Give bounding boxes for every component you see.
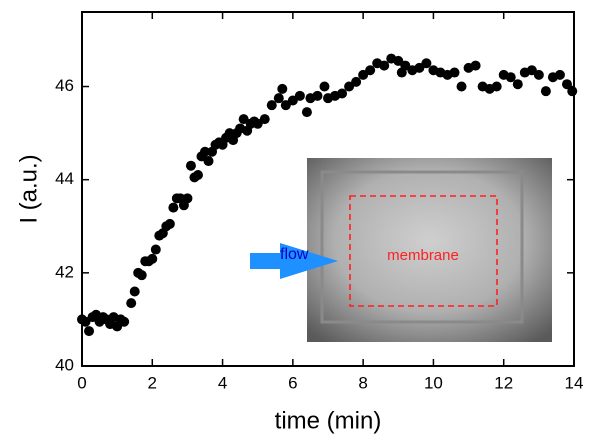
x-tick-label: 6	[288, 373, 297, 392]
data-point	[168, 202, 179, 213]
data-point	[505, 72, 516, 83]
data-point	[259, 114, 270, 125]
data-point	[185, 160, 196, 171]
data-point	[567, 86, 578, 97]
data-point	[414, 62, 425, 73]
inset-image: flow membrane	[250, 158, 552, 342]
data-point	[379, 60, 390, 71]
data-point	[337, 88, 348, 99]
y-tick-label: 42	[55, 262, 74, 281]
data-point	[200, 146, 210, 157]
membrane-box	[349, 195, 498, 307]
x-tick-label: 14	[565, 373, 584, 392]
data-point	[512, 79, 523, 90]
x-tick-label: 4	[218, 373, 227, 392]
data-point	[312, 90, 323, 101]
data-point	[400, 60, 411, 71]
data-point	[365, 65, 376, 76]
inset-frame	[320, 170, 524, 324]
data-point	[554, 69, 565, 80]
data-point	[84, 326, 95, 337]
data-point	[351, 76, 362, 87]
x-tick-label: 8	[358, 373, 367, 392]
data-point	[136, 270, 147, 281]
data-point	[470, 60, 481, 71]
data-point	[280, 100, 291, 111]
data-point	[344, 81, 355, 92]
data-point	[301, 107, 312, 118]
data-point	[456, 81, 467, 92]
data-point	[287, 95, 298, 106]
data-point	[540, 86, 551, 97]
data-point	[449, 67, 460, 78]
data-point	[266, 100, 277, 111]
data-point	[119, 316, 130, 327]
plot-frame	[81, 11, 575, 367]
flow-label: flow	[280, 246, 309, 263]
data-point	[561, 79, 572, 90]
data-point	[358, 69, 369, 80]
membrane-label: membrane	[387, 247, 459, 264]
flow-arrow	[250, 243, 338, 279]
data-point	[294, 90, 305, 101]
data-point	[273, 93, 284, 104]
y-axis-label: I (a.u.)	[15, 154, 42, 223]
x-tick-label: 0	[77, 373, 86, 392]
x-tick-label: 2	[148, 373, 157, 392]
data-point	[526, 65, 537, 76]
y-tick-label: 40	[55, 355, 74, 374]
x-tick-label: 12	[494, 373, 513, 392]
data-point	[421, 58, 432, 69]
data-point	[80, 316, 91, 327]
data-point	[192, 170, 203, 181]
x-axis-label: time (min)	[275, 407, 382, 434]
data-point	[238, 114, 249, 125]
y-tick-label: 44	[55, 169, 74, 188]
data-point	[164, 218, 175, 229]
data-point	[319, 81, 330, 92]
data-point	[182, 193, 193, 204]
data-point	[491, 81, 502, 92]
data-point	[129, 286, 140, 297]
data-point	[150, 244, 161, 255]
data-point	[252, 118, 263, 129]
data-point	[277, 83, 288, 94]
inset-photo	[307, 158, 552, 342]
data-point	[126, 298, 137, 309]
data-point	[393, 55, 404, 66]
x-tick-label: 10	[424, 373, 443, 392]
data-point	[203, 156, 214, 167]
data-point	[533, 69, 544, 80]
data-point	[147, 253, 158, 264]
y-tick-label: 46	[55, 76, 74, 95]
